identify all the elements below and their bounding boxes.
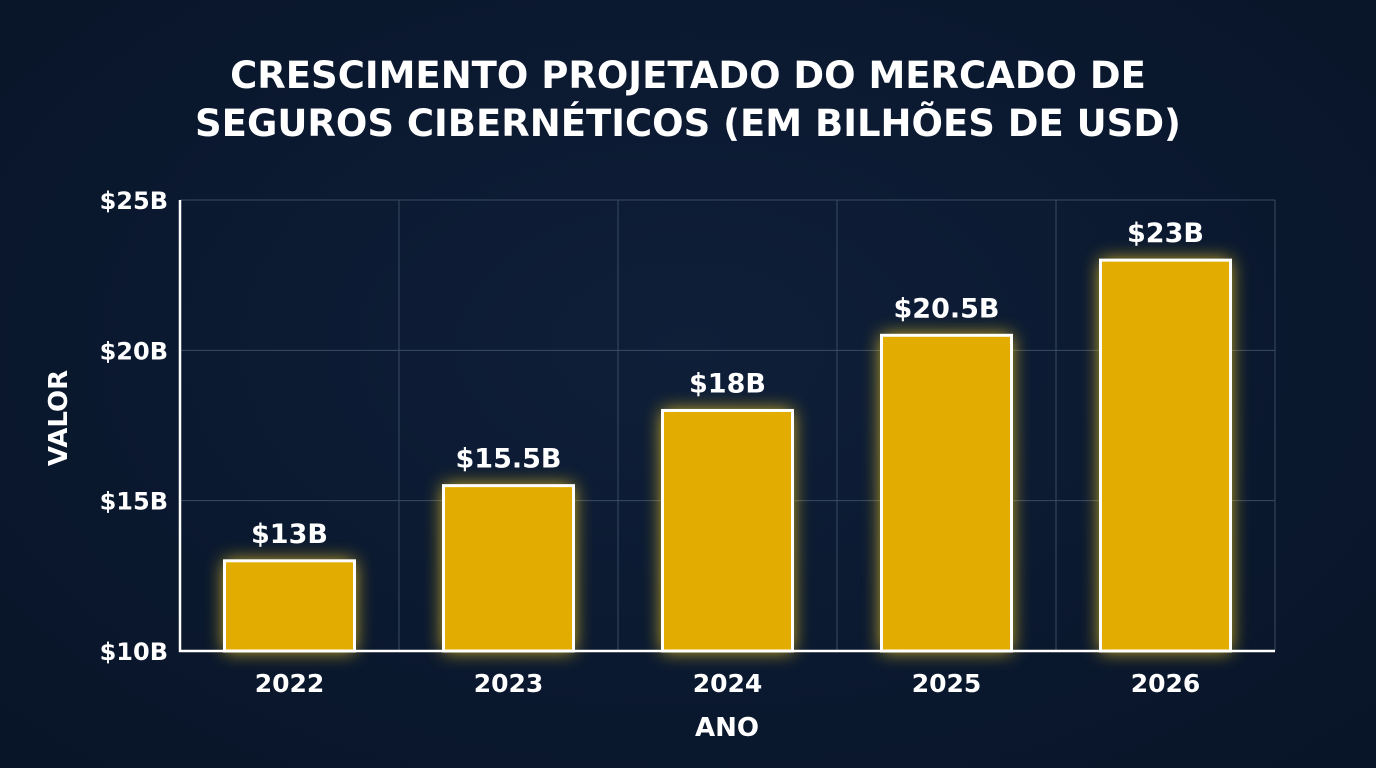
y-tick-label-2: $20B	[100, 337, 168, 365]
bar-2025	[880, 333, 1013, 653]
bar-2022	[223, 559, 356, 653]
chart-title-line-1: CRESCIMENTO PROJETADO DO MERCADO DE	[230, 54, 1146, 97]
data-label-2022: $13B	[251, 519, 328, 550]
x-axis-label: ANO	[695, 713, 759, 743]
data-label-2024: $18B	[689, 368, 766, 399]
y-axis-label: VALOR	[44, 370, 74, 466]
labels: $10B $15B $20B $25B $13B 2022 $15.5B 2023 $18B 20…	[100, 187, 1204, 698]
y-tick-label-1: $15B	[100, 488, 168, 516]
bars	[223, 258, 1232, 653]
bar-2026	[1099, 258, 1232, 653]
x-tick-label-2023: 2023	[474, 669, 544, 698]
axes	[178, 200, 1275, 653]
x-tick-label-2026: 2026	[1131, 669, 1201, 698]
bar-2023	[442, 484, 575, 653]
bar-2024	[661, 408, 794, 653]
chart-title-line-2: SEGUROS CIBERNÉTICOS (EM BILHÕES DE USD)	[195, 101, 1181, 145]
y-tick-label-0: $10B	[100, 638, 168, 666]
data-label-2025: $20.5B	[894, 293, 1000, 324]
data-label-2023: $15.5B	[456, 444, 562, 475]
y-tick-label-3: $25B	[100, 187, 168, 215]
x-tick-label-2024: 2024	[693, 669, 763, 698]
x-tick-label-2022: 2022	[255, 669, 325, 698]
data-label-2026: $23B	[1127, 218, 1204, 249]
x-tick-label-2025: 2025	[912, 669, 982, 698]
gridlines	[180, 199, 1276, 651]
